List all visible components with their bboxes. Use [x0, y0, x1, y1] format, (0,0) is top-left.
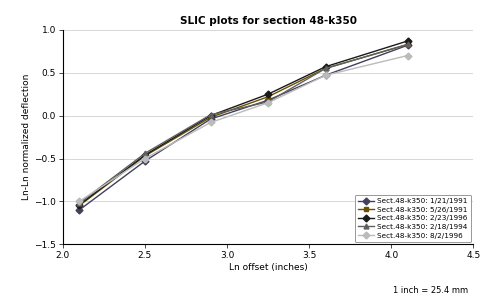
Sect.48-k350: 2/23/1996: (2.1, -1.04): 2/23/1996: (2.1, -1.04) [76, 203, 82, 207]
Line: Sect.48-k350: 2/18/1994: Sect.48-k350: 2/18/1994 [77, 42, 410, 206]
Sect.48-k350: 5/26/1991: (2.1, -1.05): 5/26/1991: (2.1, -1.05) [76, 204, 82, 207]
Line: Sect.48-k350: 2/23/1996: Sect.48-k350: 2/23/1996 [77, 38, 410, 207]
Title: SLIC plots for section 48-k350: SLIC plots for section 48-k350 [180, 16, 356, 26]
Sect.48-k350: 5/26/1991: (2.9, -0.02): 5/26/1991: (2.9, -0.02) [208, 116, 213, 119]
Sect.48-k350: 5/26/1991: (3.6, 0.55): 5/26/1991: (3.6, 0.55) [323, 67, 328, 70]
Sect.48-k350: 2/18/1994: (3.6, 0.55): 2/18/1994: (3.6, 0.55) [323, 67, 328, 70]
Sect.48-k350: 1/21/1991: (3.25, 0.18): 1/21/1991: (3.25, 0.18) [265, 98, 271, 102]
Sect.48-k350: 2/23/1996: (2.5, -0.46): 2/23/1996: (2.5, -0.46) [142, 153, 148, 157]
Sect.48-k350: 2/23/1996: (4.1, 0.87): 2/23/1996: (4.1, 0.87) [405, 39, 411, 43]
Sect.48-k350: 1/21/1991: (2.5, -0.53): 1/21/1991: (2.5, -0.53) [142, 159, 148, 163]
Sect.48-k350: 1/21/1991: (4.1, 0.82): 1/21/1991: (4.1, 0.82) [405, 44, 411, 47]
Sect.48-k350: 1/21/1991: (3.6, 0.47): 1/21/1991: (3.6, 0.47) [323, 74, 328, 77]
Sect.48-k350: 5/26/1991: (2.5, -0.47): 5/26/1991: (2.5, -0.47) [142, 154, 148, 158]
X-axis label: Ln offset (inches): Ln offset (inches) [228, 263, 308, 272]
Sect.48-k350: 2/18/1994: (3.25, 0.16): 2/18/1994: (3.25, 0.16) [265, 100, 271, 104]
Sect.48-k350: 8/2/1996: (3.6, 0.47): 8/2/1996: (3.6, 0.47) [323, 74, 328, 77]
Sect.48-k350: 1/21/1991: (2.9, -0.04): 1/21/1991: (2.9, -0.04) [208, 117, 213, 121]
Sect.48-k350: 2/23/1996: (2.9, 0): 2/23/1996: (2.9, 0) [208, 114, 213, 117]
Sect.48-k350: 8/2/1996: (3.25, 0.15): 8/2/1996: (3.25, 0.15) [265, 101, 271, 105]
Sect.48-k350: 8/2/1996: (4.1, 0.7): 8/2/1996: (4.1, 0.7) [405, 54, 411, 57]
Line: Sect.48-k350: 1/21/1991: Sect.48-k350: 1/21/1991 [77, 43, 410, 212]
Line: Sect.48-k350: 8/2/1996: Sect.48-k350: 8/2/1996 [77, 53, 410, 204]
Y-axis label: Ln-Ln normalized deflection: Ln-Ln normalized deflection [22, 74, 31, 200]
Sect.48-k350: 8/2/1996: (2.9, -0.08): 8/2/1996: (2.9, -0.08) [208, 121, 213, 124]
Sect.48-k350: 5/26/1991: (4.1, 0.83): 5/26/1991: (4.1, 0.83) [405, 43, 411, 46]
Sect.48-k350: 8/2/1996: (2.1, -1): 8/2/1996: (2.1, -1) [76, 200, 82, 203]
Legend: Sect.48-k350: 1/21/1991, Sect.48-k350: 5/26/1991, Sect.48-k350: 2/23/1996, Sect.: Sect.48-k350: 1/21/1991, Sect.48-k350: 5… [355, 195, 471, 242]
Sect.48-k350: 8/2/1996: (2.5, -0.5): 8/2/1996: (2.5, -0.5) [142, 157, 148, 160]
Sect.48-k350: 2/23/1996: (3.6, 0.57): 2/23/1996: (3.6, 0.57) [323, 65, 328, 69]
Sect.48-k350: 1/21/1991: (2.1, -1.1): 1/21/1991: (2.1, -1.1) [76, 208, 82, 212]
Sect.48-k350: 2/23/1996: (3.25, 0.25): 2/23/1996: (3.25, 0.25) [265, 92, 271, 96]
Sect.48-k350: 2/18/1994: (2.5, -0.44): 2/18/1994: (2.5, -0.44) [142, 152, 148, 155]
Sect.48-k350: 2/18/1994: (4.1, 0.83): 2/18/1994: (4.1, 0.83) [405, 43, 411, 46]
Sect.48-k350: 2/18/1994: (2.9, 0.01): 2/18/1994: (2.9, 0.01) [208, 113, 213, 117]
Sect.48-k350: 5/26/1991: (3.25, 0.22): 5/26/1991: (3.25, 0.22) [265, 95, 271, 99]
Sect.48-k350: 2/18/1994: (2.1, -1.02): 2/18/1994: (2.1, -1.02) [76, 201, 82, 205]
Text: 1 inch = 25.4 mm: 1 inch = 25.4 mm [393, 286, 469, 295]
Line: Sect.48-k350: 5/26/1991: Sect.48-k350: 5/26/1991 [77, 42, 410, 208]
